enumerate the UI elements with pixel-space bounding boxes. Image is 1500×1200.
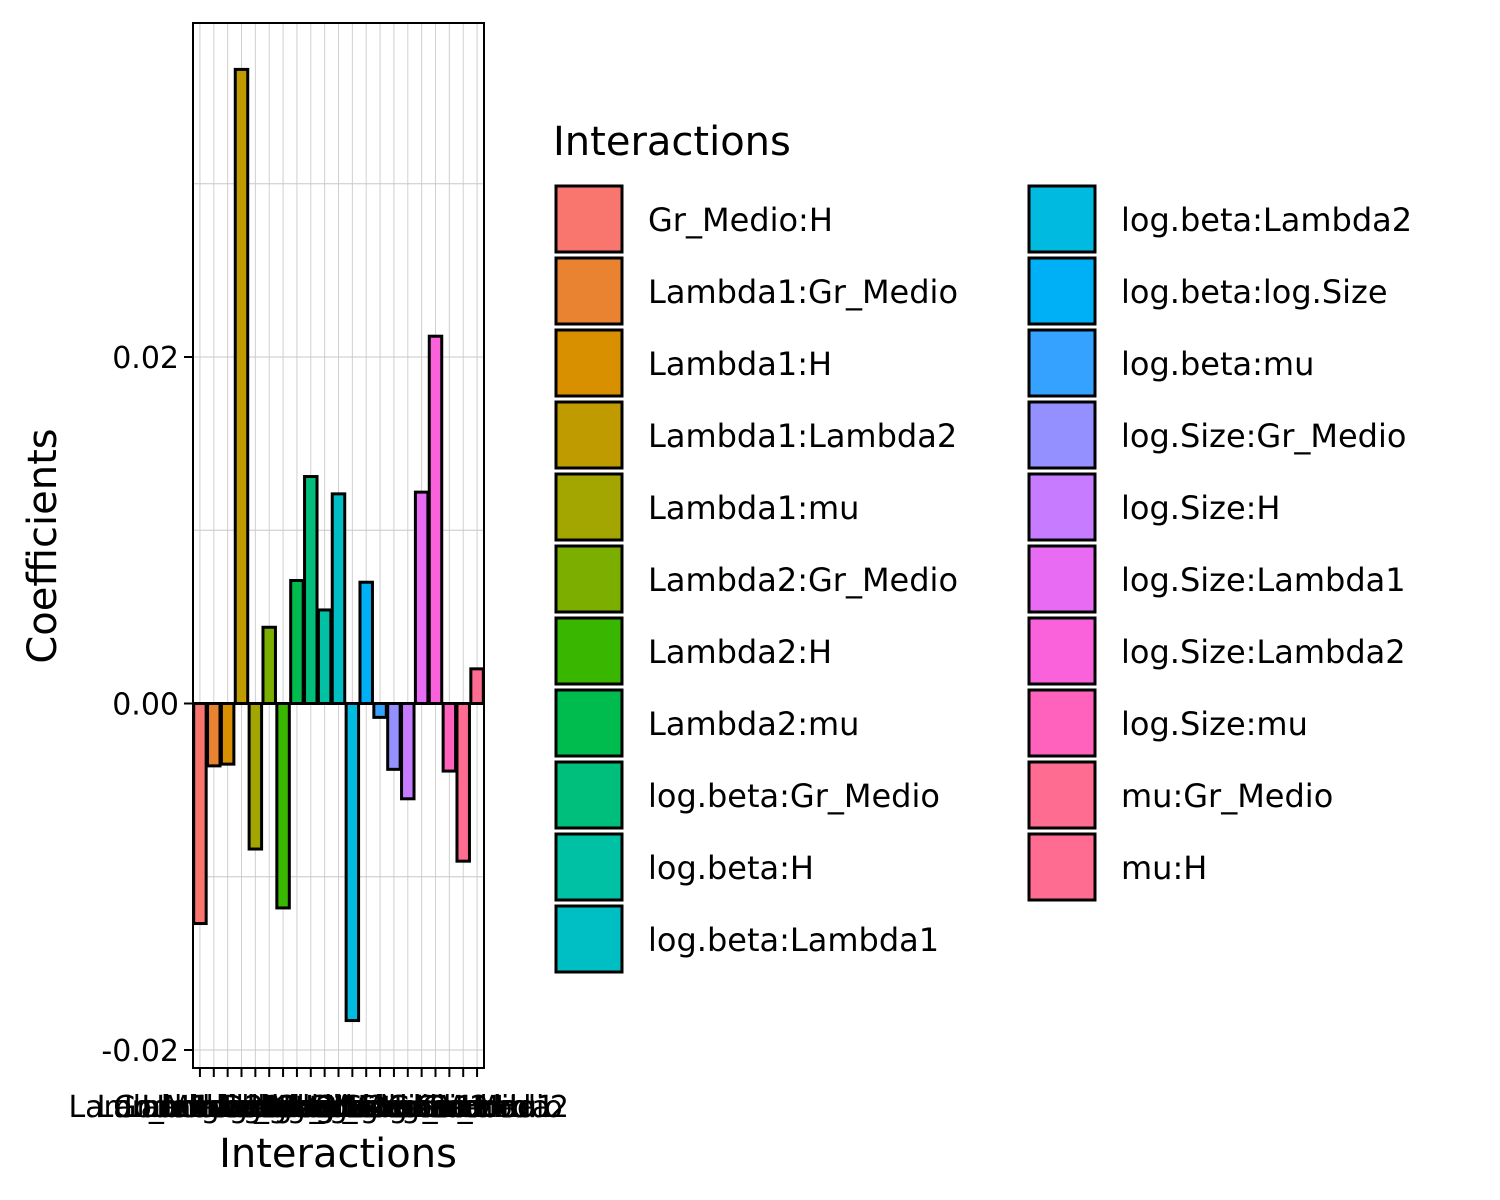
legend: Interactions Gr_Medio:H Lambda1:Gr_Medio L…: [553, 119, 1412, 974]
x-axis-title: Interactions: [219, 1131, 457, 1177]
bar: [316, 608, 333, 706]
legend-label: Lambda1:Lambda2: [648, 417, 957, 455]
y-tick-label: 0.02: [112, 341, 179, 376]
legend-label: log.Size:mu: [1121, 705, 1308, 743]
bar: [330, 492, 347, 705]
legend-title: Interactions: [553, 119, 791, 165]
bar: [289, 578, 305, 705]
x-tick-label: Lambda2:mu: [198, 1090, 396, 1125]
y-tick-label: -0.02: [101, 1034, 179, 1069]
x-tick-label: mu:Gr_Medio: [364, 1090, 563, 1125]
legend-label: log.Size:Gr_Medio: [1121, 417, 1406, 455]
x-tick-label: Lambda2:Gr_Medio: [124, 1090, 415, 1125]
y-axis-title: Coefficients: [20, 428, 66, 663]
x-tick-label: Gr_Medio:H: [113, 1090, 286, 1125]
legend-swatch: [1027, 256, 1097, 326]
legend-swatch: [1027, 760, 1097, 830]
bar: [303, 475, 319, 706]
legend-swatch: [554, 544, 624, 614]
legend-swatch: [554, 616, 624, 686]
legend-swatch: [554, 400, 624, 470]
bar: [469, 667, 485, 705]
legend-swatch: [1027, 328, 1097, 398]
x-tick-label: log.beta:log.Size: [241, 1090, 491, 1125]
legend-label: log.beta:log.Size: [1121, 273, 1388, 311]
legend-label: log.beta:Lambda2: [1121, 201, 1412, 239]
bar: [441, 702, 458, 773]
legend-label: Lambda1:mu: [648, 489, 859, 527]
legend-swatch: [554, 256, 624, 326]
bar: [275, 702, 291, 910]
legend-swatch: [554, 328, 624, 398]
legend-label: mu:Gr_Medio: [1121, 777, 1333, 815]
legend-swatch: [1027, 616, 1097, 686]
legend-swatch: [1027, 544, 1097, 614]
bar: [358, 580, 374, 705]
legend-swatch: [1027, 184, 1097, 254]
legend-label: log.beta:Lambda1: [648, 921, 939, 959]
legend-label: Lambda1:H: [648, 345, 832, 383]
legend-swatch: [554, 184, 624, 254]
legend-label: log.Size:H: [1121, 489, 1280, 527]
legend-label: Lambda2:H: [648, 633, 832, 671]
legend-label: log.Size:Lambda1: [1121, 561, 1406, 599]
legend-label: mu:H: [1121, 849, 1207, 887]
bar: [400, 702, 416, 801]
bar: [372, 702, 388, 719]
x-tick-label: Lambda2:H: [197, 1090, 370, 1125]
legend-label: log.beta:Gr_Medio: [648, 777, 940, 815]
x-tick-label: log.Size:Lambda1: [288, 1090, 555, 1125]
bar: [247, 702, 264, 851]
y-tick-label: 0.00: [112, 688, 179, 723]
bar: [206, 702, 222, 768]
x-tick-label: Lambda1:mu: [156, 1090, 354, 1125]
bar: [427, 334, 444, 705]
bar: [344, 702, 361, 1023]
legend-label: log.Size:Lambda2: [1121, 633, 1406, 671]
x-tick-label: log.Size:Lambda2: [302, 1090, 569, 1125]
legend-swatch: [554, 472, 624, 542]
legend-label: Gr_Medio:H: [648, 201, 833, 239]
bar: [386, 702, 402, 771]
x-tick-label: log.Size:Gr_Medio: [260, 1090, 528, 1125]
legend-label: Lambda1:Gr_Medio: [648, 273, 958, 311]
bar: [455, 702, 471, 863]
y-axis: -0.02 0.00 0.02: [101, 341, 193, 1069]
x-tick-label: log.beta:H: [247, 1090, 403, 1125]
x-tick-label: log.beta:mu: [289, 1090, 470, 1125]
x-tick-label: Lambda1:Gr_Medio: [68, 1090, 359, 1125]
legend-swatch: [554, 760, 624, 830]
legend-label: log.beta:H: [648, 849, 814, 887]
legend-swatch: [1027, 400, 1097, 470]
legend-swatch: [554, 904, 624, 974]
x-tick-label: Lambda1:Lambda2: [97, 1090, 387, 1125]
x-tick-label: log.beta:Gr_Medio: [174, 1090, 448, 1125]
x-tick-label: log.beta:Lambda1: [202, 1090, 475, 1125]
legend-label: Lambda2:mu: [648, 705, 859, 743]
legend-label: log.beta:mu: [1121, 345, 1314, 383]
bar: [192, 702, 208, 926]
bar: [233, 67, 250, 705]
legend-swatch: [1027, 688, 1097, 758]
x-tick-label: log.beta:Lambda2: [216, 1090, 489, 1125]
x-tick-label: log.Size:mu: [362, 1090, 537, 1125]
x-tick-label: log.Size:H: [333, 1090, 483, 1125]
bar: [261, 625, 277, 706]
legend-swatch: [1027, 832, 1097, 902]
bar: [413, 490, 430, 706]
legend-label: Lambda2:Gr_Medio: [648, 561, 958, 599]
legend-swatch: [554, 688, 624, 758]
x-tick-label: mu:H: [437, 1090, 518, 1125]
bar: [219, 702, 236, 766]
x-axis: Gr_Medio:HLambda1:Gr_MedioLambda1:HLambd…: [68, 1068, 569, 1125]
x-tick-label: Lambda1:H: [141, 1090, 314, 1125]
legend-swatch: [1027, 472, 1097, 542]
legend-swatch: [554, 832, 624, 902]
